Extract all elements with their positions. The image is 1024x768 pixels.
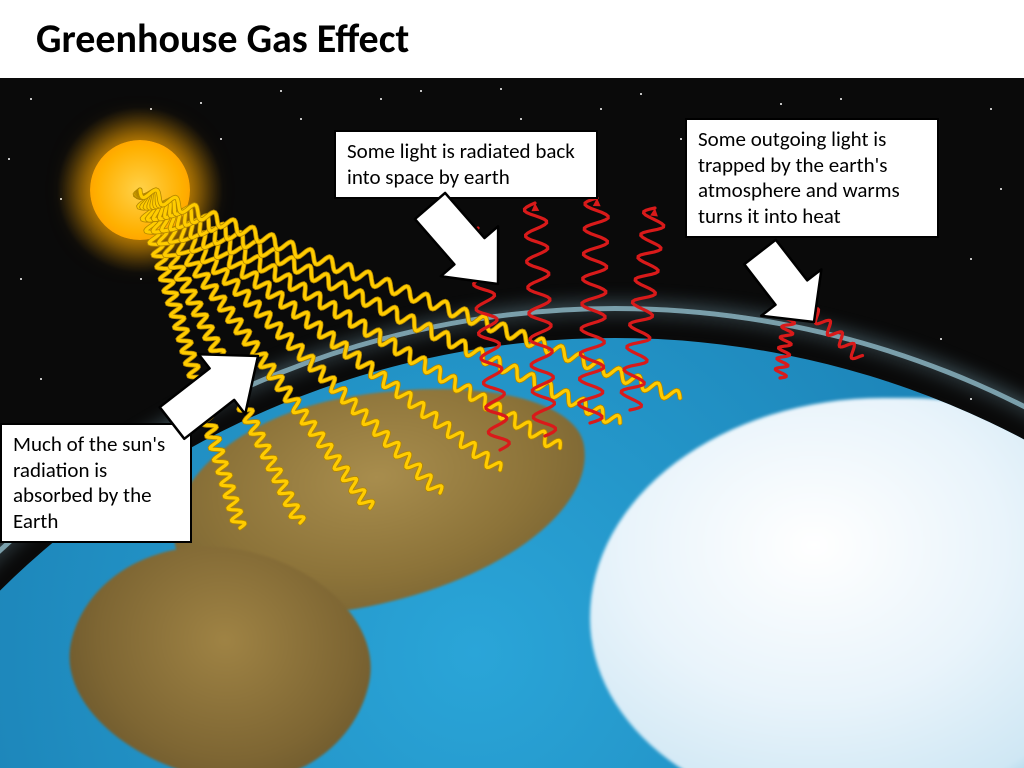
star-icon xyxy=(8,158,10,160)
annotation-absorbed: Much of the sun's radiation is absorbed … xyxy=(0,423,192,543)
annotation-radiated: Some light is radiated back into space b… xyxy=(334,130,598,199)
star-icon xyxy=(970,398,972,400)
outgoing-heat-arrowhead xyxy=(593,198,601,206)
star-icon xyxy=(970,258,972,260)
star-icon xyxy=(380,98,382,100)
star-icon xyxy=(680,138,682,140)
callout-arrow xyxy=(744,240,821,322)
star-icon xyxy=(990,108,992,110)
star-icon xyxy=(220,138,222,140)
star-icon xyxy=(600,108,602,110)
star-icon xyxy=(420,90,422,92)
callout-arrow xyxy=(415,193,498,284)
star-icon xyxy=(30,98,32,100)
earth-icecap xyxy=(590,398,1024,768)
star-icon xyxy=(20,278,22,280)
star-icon xyxy=(940,338,942,340)
outgoing-heat-arrowhead xyxy=(650,208,658,217)
star-icon xyxy=(250,228,252,230)
star-icon xyxy=(300,118,302,120)
outgoing-heat-arrowhead xyxy=(475,228,483,236)
star-icon xyxy=(40,378,42,380)
star-icon xyxy=(520,118,522,120)
diagram-scene: Much of the sun's radiation is absorbed … xyxy=(0,78,1024,768)
star-icon xyxy=(500,88,502,90)
outgoing-heat-arrowhead xyxy=(531,203,539,211)
star-icon xyxy=(280,90,282,92)
star-icon xyxy=(780,103,782,105)
trapped-heat-ray xyxy=(791,293,862,359)
sun-icon xyxy=(90,140,190,240)
annotation-trapped: Some outgoing light is trapped by the ea… xyxy=(685,118,939,238)
star-icon xyxy=(840,98,842,100)
earth-icon xyxy=(0,338,1024,768)
star-icon xyxy=(330,258,332,260)
star-icon xyxy=(1000,188,1002,190)
star-icon xyxy=(200,102,202,104)
star-icon xyxy=(640,93,642,95)
page-title: Greenhouse Gas Effect xyxy=(36,14,409,63)
